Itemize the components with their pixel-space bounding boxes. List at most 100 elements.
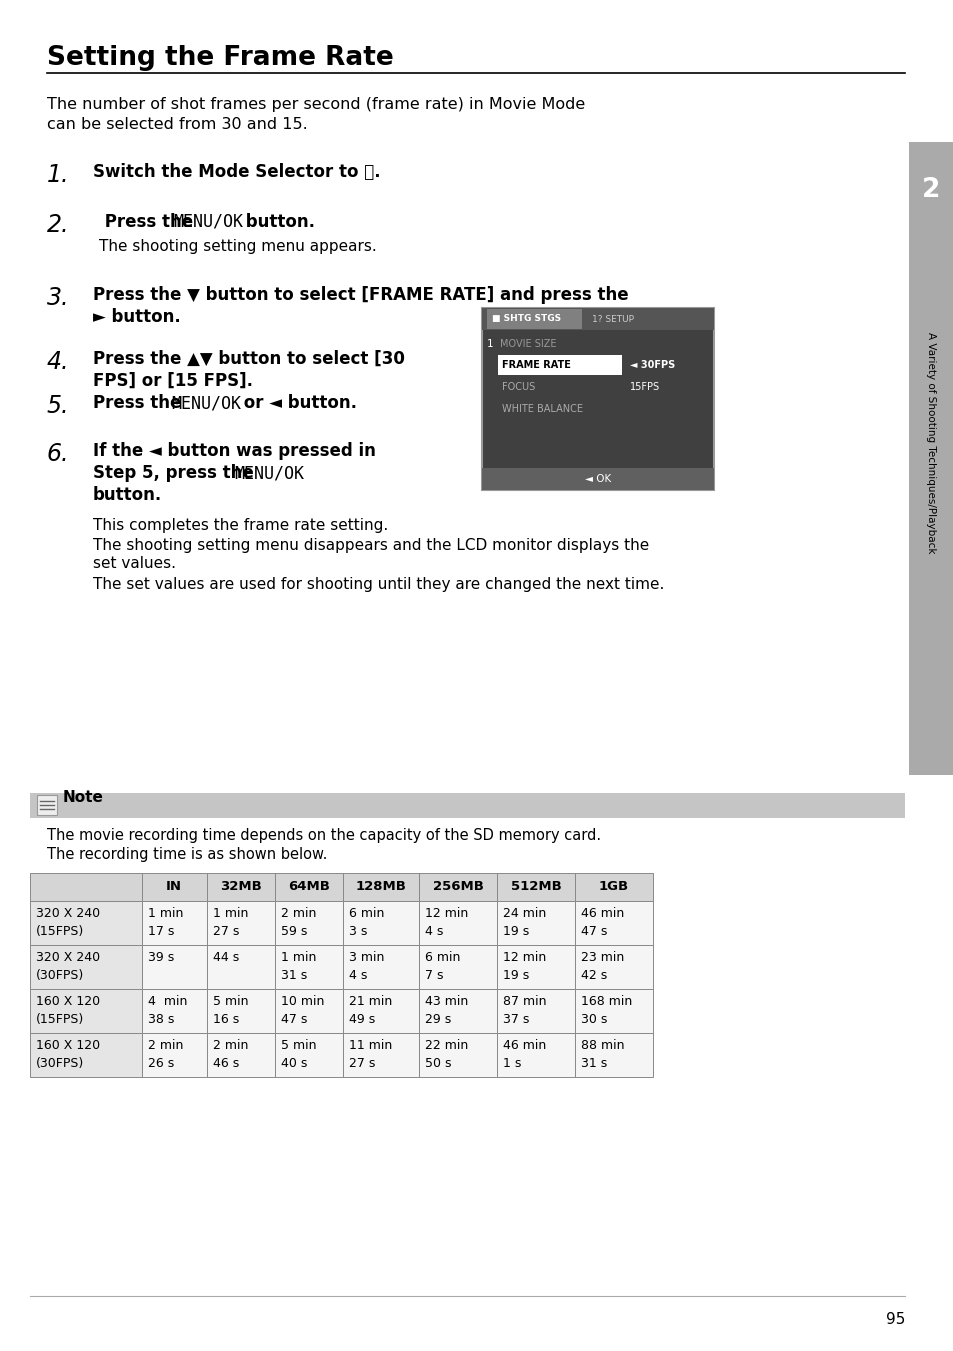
Bar — [497, 944, 575, 989]
Text: 6 min
7 s: 6 min 7 s — [424, 951, 460, 982]
Bar — [207, 989, 274, 1034]
Bar — [575, 944, 652, 989]
Bar — [343, 989, 418, 1034]
Text: 15FPS: 15FPS — [629, 382, 659, 392]
Text: 12 min
4 s: 12 min 4 s — [424, 907, 468, 938]
Bar — [418, 873, 497, 901]
Text: Switch the Mode Selector to 📷.: Switch the Mode Selector to 📷. — [92, 163, 380, 181]
Text: The number of shot frames per second (frame rate) in Movie Mode: The number of shot frames per second (fr… — [47, 97, 584, 112]
Bar — [575, 1034, 652, 1077]
Bar — [343, 944, 418, 989]
Text: The shooting setting menu appears.: The shooting setting menu appears. — [99, 239, 376, 254]
Bar — [418, 901, 497, 944]
Text: 6.: 6. — [47, 442, 70, 466]
Text: 46 min
47 s: 46 min 47 s — [580, 907, 623, 938]
Text: MENU/OK: MENU/OK — [171, 394, 241, 412]
Bar — [575, 901, 652, 944]
Bar — [142, 873, 207, 901]
Text: 2 min
59 s: 2 min 59 s — [281, 907, 316, 938]
Text: FOCUS: FOCUS — [501, 382, 535, 392]
Bar — [142, 944, 207, 989]
Text: ◄ OK: ◄ OK — [584, 474, 611, 484]
Text: 2.: 2. — [47, 213, 70, 236]
Bar — [418, 944, 497, 989]
Text: Press the: Press the — [99, 213, 198, 231]
Text: Press the: Press the — [92, 394, 187, 412]
Text: WHITE BALANCE: WHITE BALANCE — [501, 404, 582, 413]
Text: 39 s: 39 s — [148, 951, 174, 965]
Bar — [481, 467, 713, 490]
Bar — [908, 142, 952, 775]
Bar — [142, 1034, 207, 1077]
Text: 4  min
38 s: 4 min 38 s — [148, 994, 187, 1025]
Text: 2: 2 — [921, 177, 940, 203]
Text: 46 min
1 s: 46 min 1 s — [502, 1039, 546, 1070]
Text: 5 min
40 s: 5 min 40 s — [281, 1039, 316, 1070]
Text: Press the ▲▼ button to select [30: Press the ▲▼ button to select [30 — [92, 350, 404, 367]
Bar — [481, 308, 713, 490]
Text: Step 5, press the: Step 5, press the — [92, 463, 259, 482]
Bar — [274, 873, 343, 901]
Text: 320 X 240
(30FPS): 320 X 240 (30FPS) — [36, 951, 100, 982]
Text: ◄ 30FPS: ◄ 30FPS — [629, 359, 675, 370]
Text: 128MB: 128MB — [355, 881, 406, 893]
Text: 512MB: 512MB — [510, 881, 560, 893]
Bar — [497, 873, 575, 901]
Text: 1 min
31 s: 1 min 31 s — [281, 951, 316, 982]
Text: A Variety of Shooting Techniques/Playback: A Variety of Shooting Techniques/Playbac… — [925, 332, 935, 554]
Text: 12 min
19 s: 12 min 19 s — [502, 951, 546, 982]
Bar — [497, 989, 575, 1034]
Text: If the ◄ button was pressed in: If the ◄ button was pressed in — [92, 442, 375, 459]
Bar — [274, 989, 343, 1034]
Text: 256MB: 256MB — [432, 881, 483, 893]
Text: IN: IN — [166, 881, 182, 893]
Text: 21 min
49 s: 21 min 49 s — [349, 994, 392, 1025]
Text: 168 min
30 s: 168 min 30 s — [580, 994, 632, 1025]
Bar — [343, 873, 418, 901]
Text: The recording time is as shown below.: The recording time is as shown below. — [47, 847, 327, 862]
Text: 3.: 3. — [47, 286, 70, 309]
Bar — [30, 873, 142, 901]
Bar — [418, 989, 497, 1034]
Text: 24 min
19 s: 24 min 19 s — [502, 907, 546, 938]
Text: FRAME RATE: FRAME RATE — [501, 359, 570, 370]
Bar — [37, 794, 57, 815]
Text: or ◄ button.: or ◄ button. — [237, 394, 356, 412]
Text: 64MB: 64MB — [288, 881, 330, 893]
Text: 44 s: 44 s — [213, 951, 239, 965]
Text: FPS] or [15 FPS].: FPS] or [15 FPS]. — [92, 372, 253, 390]
Text: MENU/OK: MENU/OK — [172, 213, 243, 231]
Text: MENU/OK: MENU/OK — [233, 463, 304, 482]
Text: 1 min
27 s: 1 min 27 s — [213, 907, 248, 938]
Text: Note: Note — [63, 790, 104, 805]
Text: 320 X 240
(15FPS): 320 X 240 (15FPS) — [36, 907, 100, 938]
Text: 43 min
29 s: 43 min 29 s — [424, 994, 468, 1025]
Text: This completes the frame rate setting.: This completes the frame rate setting. — [92, 517, 388, 534]
Bar — [142, 989, 207, 1034]
Bar — [274, 944, 343, 989]
Text: 1: 1 — [486, 339, 493, 349]
Text: MOVIE SIZE: MOVIE SIZE — [499, 339, 556, 349]
Bar — [481, 308, 713, 330]
Bar — [274, 901, 343, 944]
Text: ■ SHTG STGS: ■ SHTG STGS — [492, 315, 560, 323]
Bar — [418, 1034, 497, 1077]
Text: 10 min
47 s: 10 min 47 s — [281, 994, 324, 1025]
Text: 95: 95 — [884, 1312, 904, 1327]
Text: 87 min
37 s: 87 min 37 s — [502, 994, 546, 1025]
Text: button.: button. — [92, 486, 162, 504]
Text: 160 X 120
(15FPS): 160 X 120 (15FPS) — [36, 994, 100, 1025]
Bar — [207, 1034, 274, 1077]
Text: 32MB: 32MB — [220, 881, 262, 893]
Text: Setting the Frame Rate: Setting the Frame Rate — [47, 45, 394, 72]
Bar — [30, 901, 142, 944]
Text: 11 min
27 s: 11 min 27 s — [349, 1039, 392, 1070]
Bar — [343, 1034, 418, 1077]
Bar — [207, 901, 274, 944]
Text: The movie recording time depends on the capacity of the SD memory card.: The movie recording time depends on the … — [47, 828, 600, 843]
Bar — [30, 944, 142, 989]
Bar — [274, 1034, 343, 1077]
Text: 2 min
26 s: 2 min 26 s — [148, 1039, 183, 1070]
Bar — [486, 309, 581, 330]
Text: 1? SETUP: 1? SETUP — [592, 315, 634, 323]
